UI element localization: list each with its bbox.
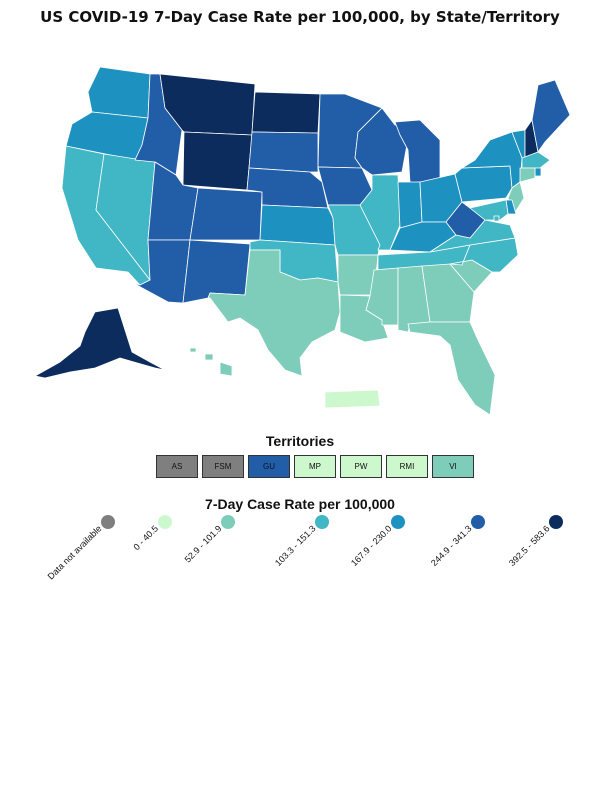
state-CT[interactable]: [519, 167, 536, 183]
legend-swatch[interactable]: [101, 515, 115, 529]
legend-swatch[interactable]: [158, 515, 172, 529]
state-AK[interactable]: [34, 307, 166, 379]
territory-PW[interactable]: PW: [340, 455, 382, 478]
legend-label: 0 - 40.5: [131, 523, 161, 553]
state-MD[interactable]: [469, 199, 509, 221]
state-CO[interactable]: [189, 187, 263, 241]
legend-title: 7-Day Case Rate per 100,000: [205, 496, 395, 512]
territory-label: AS: [171, 462, 183, 471]
territory-AS[interactable]: AS: [156, 455, 198, 478]
hi-island-2: [204, 353, 214, 361]
legend-swatch[interactable]: [315, 515, 329, 529]
state-GA[interactable]: [421, 263, 475, 323]
territory-label: MP: [309, 462, 321, 471]
state-TX[interactable]: [207, 249, 341, 377]
legend-swatch[interactable]: [221, 515, 235, 529]
state-WY[interactable]: [182, 131, 253, 191]
territory-MP[interactable]: MP: [294, 455, 336, 478]
territory-RMI[interactable]: RMI: [386, 455, 428, 478]
state-WI[interactable]: [354, 107, 411, 176]
legend-label: 392.5 - 583.6: [507, 523, 552, 569]
state-IA[interactable]: [317, 166, 373, 206]
state-PR[interactable]: [324, 389, 381, 409]
legend-label: Data not available: [45, 523, 104, 582]
state-DC[interactable]: [493, 215, 500, 222]
territory-label: FSM: [214, 462, 232, 471]
state-AR[interactable]: [337, 254, 379, 296]
state-ME[interactable]: [531, 79, 571, 153]
state-SD[interactable]: [248, 131, 319, 173]
state-FL[interactable]: [407, 321, 496, 416]
state-WA[interactable]: [87, 66, 151, 119]
territory-label: PW: [354, 462, 368, 471]
territory-label: GU: [263, 462, 275, 471]
hi-island-3: [189, 347, 197, 353]
legend-label: 52.9 - 101.9: [182, 523, 224, 565]
map-title: US COVID-19 7-Day Case Rate per 100,000,…: [40, 8, 560, 26]
legend-swatch[interactable]: [549, 515, 563, 529]
us-choropleth-map: [34, 66, 571, 416]
legend-swatch[interactable]: [391, 515, 405, 529]
territories-row: AS FSM GU MP PW RMI VI: [156, 455, 474, 478]
state-KS[interactable]: [259, 204, 336, 246]
legend-label: 167.9 - 230.0: [349, 523, 394, 569]
state-PA[interactable]: [454, 165, 513, 203]
state-IN[interactable]: [397, 181, 423, 229]
state-ND[interactable]: [251, 91, 321, 134]
territory-label: VI: [449, 462, 457, 471]
state-HI[interactable]: [219, 361, 233, 377]
territory-GU[interactable]: GU: [248, 455, 290, 478]
state-MA[interactable]: [521, 151, 551, 169]
territories-title: Territories: [265, 433, 335, 449]
legend-label: 103.3 - 151.3: [273, 523, 318, 569]
territory-VI[interactable]: VI: [432, 455, 474, 478]
territory-FSM[interactable]: FSM: [202, 455, 244, 478]
legend-swatch[interactable]: [471, 515, 485, 529]
legend-label: 244.9 - 341.3: [429, 523, 474, 569]
territory-label: RMI: [399, 462, 415, 471]
state-RI[interactable]: [534, 167, 542, 177]
